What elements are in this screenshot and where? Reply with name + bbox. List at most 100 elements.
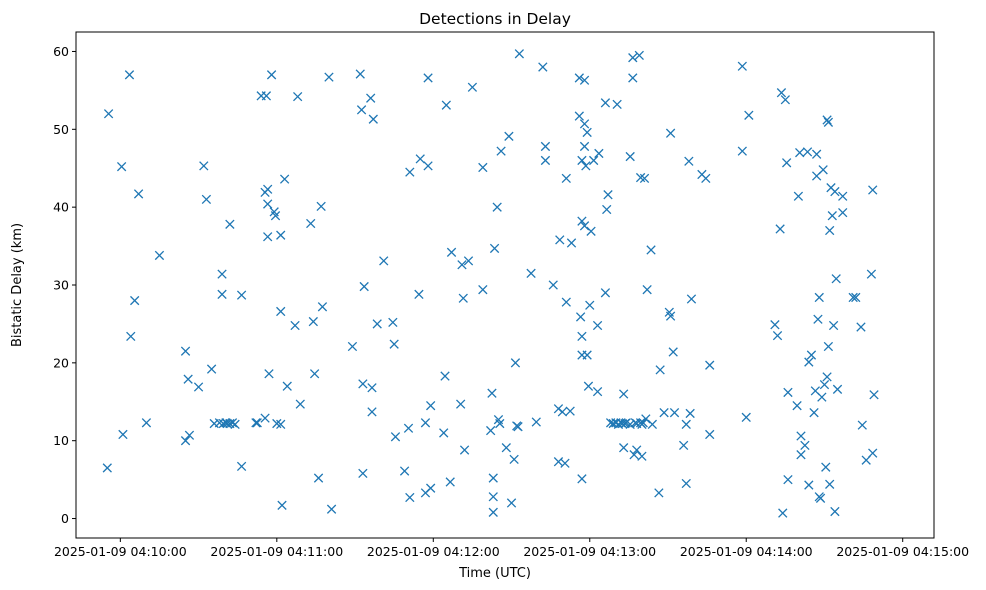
x-tick-label: 2025-01-09 04:11:00 <box>210 544 343 559</box>
data-point <box>780 95 791 105</box>
data-point <box>309 369 320 379</box>
data-point <box>504 131 514 141</box>
data-point <box>217 289 227 300</box>
data-point <box>445 477 455 487</box>
data-point <box>669 408 680 418</box>
data-point <box>802 147 813 157</box>
data-point <box>488 507 498 517</box>
data-point <box>540 141 551 152</box>
data-point <box>577 216 587 226</box>
data-point <box>603 190 613 200</box>
data-point <box>458 293 468 303</box>
data-point <box>665 128 676 138</box>
y-tick-label: 10 <box>53 433 69 448</box>
data-point <box>485 425 496 436</box>
data-point <box>467 82 478 92</box>
data-point <box>379 256 389 266</box>
data-point <box>206 364 217 374</box>
data-point <box>405 167 415 177</box>
data-point <box>625 151 635 162</box>
data-point <box>828 320 839 331</box>
x-tick-label: 2025-01-09 04:13:00 <box>523 544 656 559</box>
data-point <box>815 493 826 503</box>
data-point <box>612 99 622 110</box>
data-point <box>783 387 793 398</box>
data-point <box>513 422 523 432</box>
data-point <box>628 73 638 83</box>
x-tick-label: 2025-01-09 04:14:00 <box>680 544 813 559</box>
data-point <box>372 319 382 329</box>
y-tick-label: 30 <box>53 278 69 293</box>
data-point <box>358 379 368 389</box>
data-point <box>659 408 669 418</box>
data-point <box>592 320 603 331</box>
data-point <box>199 161 209 171</box>
data-point <box>866 269 877 279</box>
data-point <box>133 189 144 199</box>
data-point <box>456 399 466 409</box>
data-point <box>366 93 376 103</box>
data-point <box>681 419 691 430</box>
data-point <box>290 320 300 331</box>
data-point <box>403 423 414 433</box>
data-point <box>775 224 785 234</box>
data-point <box>509 454 519 465</box>
data-point <box>390 432 401 442</box>
data-point <box>217 269 227 279</box>
data-point <box>102 463 112 473</box>
data-point <box>737 61 747 71</box>
data-point <box>825 225 835 236</box>
data-point <box>793 191 804 201</box>
data-point <box>654 488 664 498</box>
data-point <box>276 306 286 317</box>
data-point <box>496 146 506 156</box>
data-point <box>141 418 152 428</box>
y-tick-label: 20 <box>53 355 69 370</box>
data-point <box>316 201 326 212</box>
data-point <box>823 117 834 127</box>
data-point <box>701 173 711 184</box>
data-point <box>415 154 425 164</box>
data-point <box>426 483 436 493</box>
data-point <box>629 450 639 460</box>
data-point <box>585 300 595 310</box>
data-point <box>822 372 832 382</box>
data-point <box>184 430 195 440</box>
data-point <box>856 322 866 332</box>
data-point <box>446 247 457 257</box>
data-point <box>830 506 840 517</box>
data-point <box>838 191 848 201</box>
data-markers <box>102 49 879 518</box>
data-point <box>514 49 525 59</box>
data-point <box>540 155 551 166</box>
data-point <box>579 75 590 85</box>
data-point <box>270 211 281 221</box>
data-point <box>501 443 511 453</box>
data-point <box>705 360 715 370</box>
data-point <box>566 238 577 248</box>
data-point <box>634 50 644 61</box>
data-point <box>276 230 286 240</box>
y-tick-label: 0 <box>61 511 69 526</box>
y-tick-label: 40 <box>53 200 69 215</box>
data-point <box>778 508 788 518</box>
data-point <box>577 155 587 166</box>
data-point <box>804 357 814 367</box>
data-point <box>420 418 431 428</box>
data-point <box>180 346 191 356</box>
data-point <box>796 450 806 460</box>
data-point <box>646 245 656 255</box>
data-point <box>277 500 287 510</box>
data-point <box>574 111 584 121</box>
data-point <box>744 110 754 120</box>
data-point <box>124 70 135 80</box>
data-point <box>827 211 837 221</box>
data-point <box>263 232 273 242</box>
data-point <box>510 358 521 368</box>
data-point <box>261 91 272 101</box>
data-point <box>423 161 433 171</box>
data-point <box>637 451 647 461</box>
x-axis-label: Time (UTC) <box>458 566 531 581</box>
data-point <box>819 379 830 390</box>
